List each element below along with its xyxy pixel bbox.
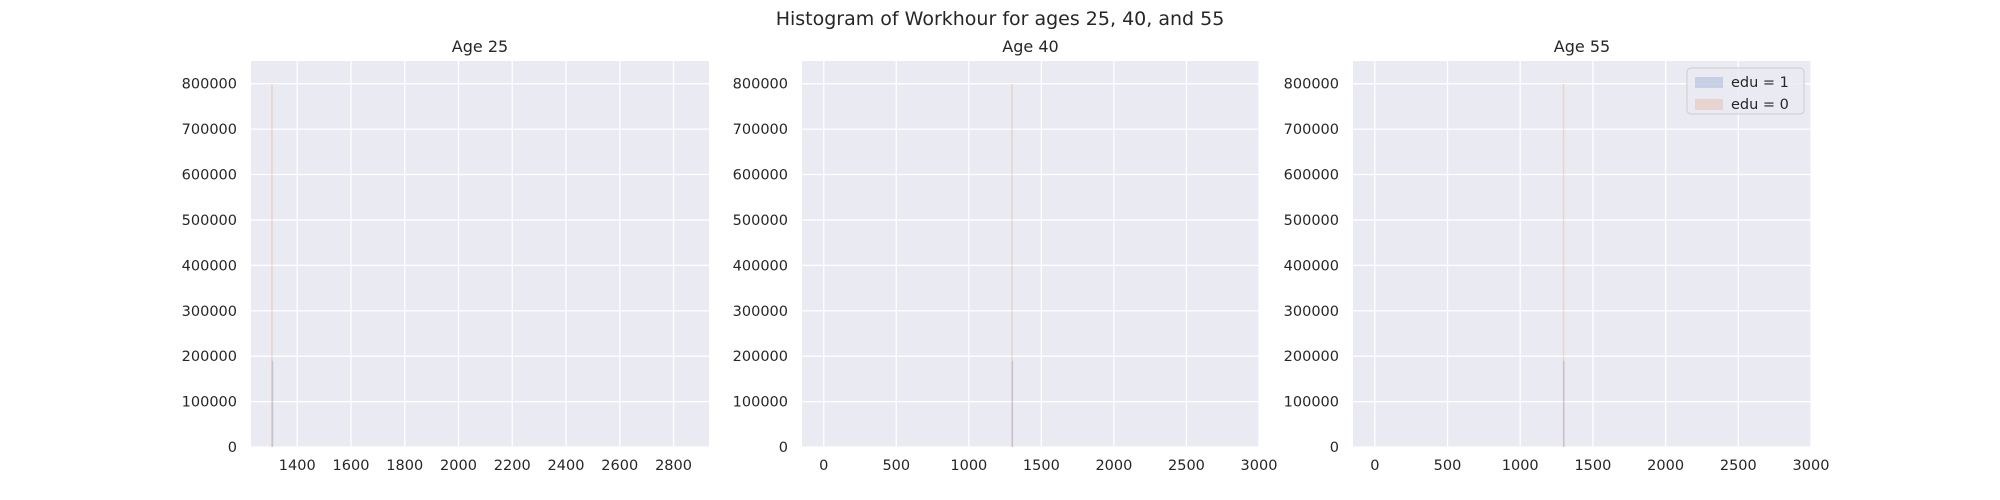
x-tick-label: 3000 (1241, 458, 1278, 474)
legend-label: edu = 1 (1731, 75, 1789, 91)
y-tick-label: 700000 (182, 122, 237, 138)
x-tick-label: 0 (819, 458, 828, 474)
subplot-age-panel: 0 500 1000 1500 2000 2500 3000 0 100000 200000 300… (1284, 37, 1830, 474)
y-tick-label: 800000 (1284, 77, 1339, 93)
plot-area-background (251, 61, 709, 447)
x-tick-label: 2000 (440, 458, 477, 474)
legend-swatch (1695, 77, 1723, 88)
histogram-bar-edu-1 (271, 360, 274, 447)
y-tick-label: 0 (779, 440, 788, 456)
x-tick-label: 2500 (1168, 458, 1205, 474)
subplot-title: Age 55 (1554, 37, 1610, 56)
y-tick-label: 300000 (1284, 304, 1339, 320)
y-tick-label: 600000 (733, 168, 788, 184)
histogram-bar-edu-0 (1562, 83, 1565, 448)
x-tick-label: 1000 (1502, 458, 1539, 474)
x-tick-label: 1500 (1574, 458, 1611, 474)
legend: edu = 1 edu = 0 (1686, 67, 1805, 115)
y-tick-label: 400000 (182, 258, 237, 274)
histogram-bar-edu-0 (271, 83, 273, 448)
x-tick-label: 2800 (655, 458, 692, 474)
histogram-bar-edu-1 (1563, 360, 1565, 447)
histogram-bar-edu-0 (1011, 83, 1013, 448)
plot-area-background (1353, 61, 1811, 447)
x-tick-label: 1800 (386, 458, 423, 474)
y-tick-label: 0 (1330, 440, 1339, 456)
x-tick-label: 500 (882, 458, 910, 474)
y-tick-label: 200000 (733, 349, 788, 365)
y-tick-label: 500000 (182, 213, 237, 229)
x-tick-label: 1400 (279, 458, 316, 474)
x-tick-label: 1000 (950, 458, 987, 474)
legend-label: edu = 0 (1731, 97, 1789, 113)
y-tick-label: 800000 (182, 77, 237, 93)
y-tick-label: 700000 (733, 122, 788, 138)
subplot-title: Age 40 (1002, 37, 1058, 56)
y-tick-label: 600000 (182, 168, 237, 184)
x-tick-label: 2000 (1095, 458, 1132, 474)
figure-title: Histogram of Workhour for ages 25, 40, a… (776, 8, 1225, 30)
x-tick-label: 0 (1370, 458, 1379, 474)
y-tick-label: 500000 (733, 213, 788, 229)
y-tick-label: 400000 (733, 258, 788, 274)
subplot-title: Age 25 (452, 37, 508, 56)
x-tick-label: 1600 (333, 458, 370, 474)
y-tick-label: 100000 (733, 395, 788, 411)
plot-area-background (802, 61, 1259, 447)
x-tick-label: 500 (1434, 458, 1462, 474)
legend-box (1686, 67, 1805, 115)
subplot-age-panel: 0 500 1000 1500 2000 2500 3000 0 100000 200000 300… (733, 37, 1278, 474)
y-tick-label: 300000 (182, 304, 237, 320)
x-tick-label: 2000 (1647, 458, 1684, 474)
y-tick-label: 500000 (1284, 213, 1339, 229)
x-tick-label: 2200 (494, 458, 531, 474)
x-tick-label: 2400 (548, 458, 585, 474)
y-tick-label: 100000 (182, 395, 237, 411)
x-tick-label: 2600 (601, 458, 638, 474)
x-tick-label: 3000 (1793, 458, 1830, 474)
histogram-bar-edu-1 (1011, 360, 1014, 447)
subplot-panels: 1400 1600 1800 2000 2200 2400 2600 280001000002… (182, 37, 1830, 474)
y-tick-label: 200000 (182, 349, 237, 365)
subplot-age-panel: 1400 1600 1800 2000 2200 2400 2600 2800 0 100000 2… (182, 37, 709, 474)
y-tick-label: 700000 (1284, 122, 1339, 138)
y-tick-label: 200000 (1284, 349, 1339, 365)
x-tick-label: 2500 (1720, 458, 1757, 474)
y-tick-label: 100000 (1284, 395, 1339, 411)
y-tick-label: 400000 (1284, 258, 1339, 274)
y-tick-label: 0 (228, 440, 237, 456)
y-tick-label: 800000 (733, 77, 788, 93)
x-tick-label: 1500 (1023, 458, 1060, 474)
legend-swatch (1695, 99, 1723, 110)
y-tick-label: 600000 (1284, 168, 1339, 184)
y-tick-label: 300000 (733, 304, 788, 320)
